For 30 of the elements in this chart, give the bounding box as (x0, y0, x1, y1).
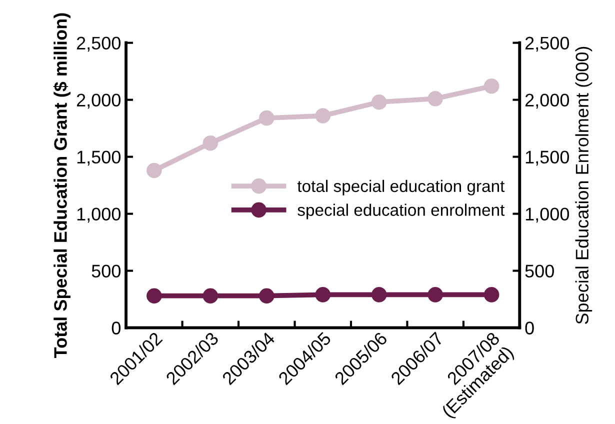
point (371, 94, 387, 110)
point (484, 287, 500, 302)
y-tick-label: 2,500 (76, 36, 121, 52)
point (259, 288, 274, 304)
y2-tick-label: 2,500 (525, 36, 570, 52)
y-tick-label: 1,000 (77, 208, 121, 223)
point (202, 135, 218, 151)
y-tick-label: 1,500 (77, 150, 121, 166)
point (146, 288, 162, 304)
point (428, 287, 443, 302)
y-tick-label: 500 (92, 264, 121, 278)
point (371, 287, 387, 302)
point (259, 110, 274, 126)
y2-tick-label: 2,000 (525, 94, 570, 109)
y-tick-label: 0 (112, 322, 121, 334)
y-axis-title: Total Special Education Grant ($ million) (53, 13, 70, 358)
y2-axis-title: Special Education Enrolment (000) (575, 46, 592, 324)
point (315, 108, 331, 124)
point (315, 287, 331, 302)
point (484, 78, 500, 94)
y2-tick-label: 1,000 (526, 208, 570, 223)
y2-tick-label: 0 (525, 322, 534, 334)
point (428, 91, 443, 106)
y2-tick-label: 500 (525, 264, 554, 278)
point (146, 162, 162, 178)
point (202, 288, 218, 304)
legend-label: total special education grant (297, 180, 505, 196)
y2-tick-label: 1,500 (526, 150, 570, 166)
y-tick-label: 2,000 (76, 94, 121, 109)
legend-label: special education enrolment (298, 204, 505, 220)
